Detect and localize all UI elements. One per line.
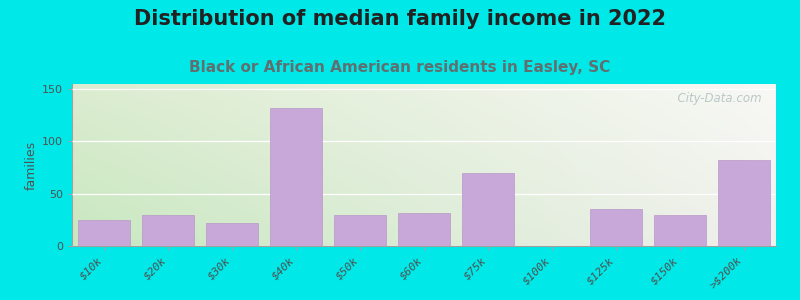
- Bar: [270, 108, 322, 246]
- Bar: [142, 214, 194, 246]
- Bar: [206, 223, 258, 246]
- Bar: [590, 209, 642, 246]
- Bar: [718, 160, 770, 246]
- Text: Distribution of median family income in 2022: Distribution of median family income in …: [134, 9, 666, 29]
- Y-axis label: families: families: [25, 140, 38, 190]
- Text: Black or African American residents in Easley, SC: Black or African American residents in E…: [190, 60, 610, 75]
- Bar: [334, 214, 386, 246]
- Bar: [654, 214, 706, 246]
- Bar: [462, 173, 514, 246]
- Text: City-Data.com: City-Data.com: [670, 92, 762, 105]
- Bar: [78, 220, 130, 246]
- Bar: [398, 213, 450, 246]
